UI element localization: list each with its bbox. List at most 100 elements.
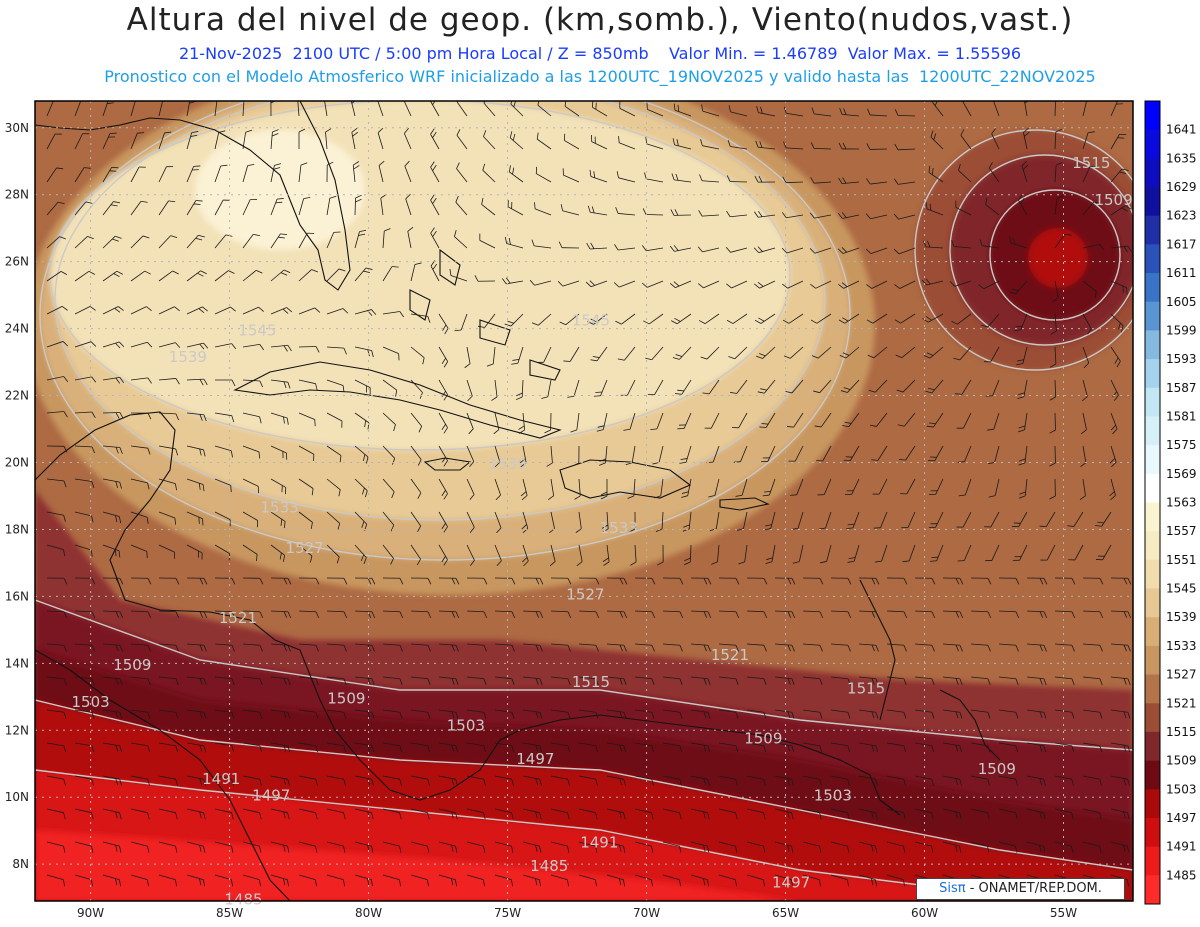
wind-barb: [1049, 346, 1057, 368]
map-title: Altura del nivel de geop. (km,somb.), Vi…: [126, 2, 1074, 38]
wind-barb: [781, 247, 804, 254]
wind-barb: [746, 643, 767, 652]
wind-barb: [645, 137, 664, 150]
contour-label: 1485: [224, 890, 262, 908]
wind-barb: [382, 544, 394, 565]
wind-barb: [354, 267, 373, 282]
wind-barb: [942, 742, 963, 753]
contour-label: 1521: [219, 609, 257, 627]
wind-barb: [270, 775, 290, 786]
wind-barb: [847, 544, 860, 563]
wind-barb: [382, 577, 404, 585]
wind-barb: [354, 346, 374, 358]
wind-barb: [102, 511, 122, 524]
wind-barb: [494, 841, 514, 853]
wind-barb: [410, 709, 431, 719]
color-bar-swatch: [1145, 330, 1160, 360]
wind-barb: [214, 511, 231, 527]
wind-barb: [382, 709, 403, 719]
wind-barb: [662, 808, 682, 820]
wind-barb: [578, 709, 599, 719]
wind-barb: [298, 874, 318, 887]
wind-barb: [984, 511, 1000, 528]
color-bar-swatch: [1145, 674, 1160, 704]
wind-barb: [158, 874, 178, 887]
wind-barb: [867, 108, 888, 117]
wind-barb: [702, 379, 720, 395]
wind-barb: [466, 643, 487, 652]
color-bar-swatch: [1145, 617, 1160, 647]
wind-barb: [410, 742, 431, 753]
color-bar-swatch: [1145, 359, 1160, 389]
wind-barb: [466, 610, 488, 619]
wind-barb: [817, 478, 832, 496]
wind-barb: [410, 610, 432, 619]
color-bar-label: 1527: [1166, 668, 1197, 682]
wind-barb: [846, 511, 860, 529]
wind-barb: [410, 841, 430, 853]
wind-barb: [1082, 742, 1103, 753]
wind-barb: [600, 479, 608, 500]
wind-barb: [728, 105, 748, 117]
color-bar-swatch: [1145, 215, 1160, 245]
wind-barb: [1054, 742, 1075, 753]
contour-label: 1491: [580, 833, 618, 851]
wind-barb: [536, 346, 552, 363]
wind-barb: [1082, 643, 1103, 652]
wind-barb: [466, 511, 475, 533]
wind-barb: [838, 313, 860, 324]
wind-barb: [130, 775, 150, 786]
wind-barb: [958, 478, 972, 497]
wind-barb: [464, 346, 471, 369]
lat-tick-label: 12N: [5, 723, 29, 737]
wind-barb: [726, 210, 748, 218]
wind-barb: [820, 544, 832, 564]
contour-label: 1515: [847, 679, 885, 697]
wind-barb: [298, 808, 318, 820]
color-bar-label: 1623: [1166, 209, 1197, 223]
wind-barb: [886, 676, 907, 686]
wind-barb: [130, 270, 151, 282]
contour-label: 1503: [814, 787, 852, 805]
wind-barb: [1095, 511, 1112, 527]
wind-barb: [481, 197, 496, 216]
wind-barb: [1026, 577, 1048, 585]
wind-barb: [46, 376, 69, 383]
wind-barb: [1018, 478, 1028, 499]
wind-barb: [186, 306, 208, 315]
wind-barb: [438, 841, 458, 853]
wind-barb: [158, 643, 179, 652]
wind-barb: [998, 775, 1018, 786]
lat-tick-label: 26N: [5, 255, 29, 269]
wind-barb: [438, 346, 449, 368]
wind-barb: [511, 346, 524, 365]
wind-barb: [130, 377, 152, 384]
wind-barb: [74, 610, 96, 619]
wind-barb: [942, 841, 962, 853]
wind-barb: [662, 709, 683, 719]
wind-barb: [970, 643, 991, 652]
wind-barb: [985, 197, 1000, 216]
wind-barb: [242, 164, 255, 183]
wind-barb: [1054, 643, 1075, 652]
color-bar: [1144, 100, 1161, 905]
wind-barb: [74, 445, 96, 454]
wind-barb: [1026, 808, 1046, 820]
wind-barb: [522, 874, 542, 887]
wind-barb: [242, 445, 261, 459]
wind-barb: [736, 511, 748, 531]
wind-barb: [837, 212, 860, 219]
wind-barb: [430, 194, 440, 216]
wind-barb: [746, 775, 766, 786]
wind-barb: [186, 200, 203, 216]
wind-barb: [838, 142, 860, 150]
wind-barb: [838, 177, 860, 185]
wind-barb: [102, 841, 122, 853]
wind-barb: [482, 163, 496, 183]
wind-barb: [326, 577, 348, 585]
wind-barb: [454, 230, 468, 249]
wind-barb: [894, 178, 916, 185]
wind-barb: [725, 247, 748, 253]
wind-barb: [1026, 676, 1047, 686]
wind-barb: [102, 742, 123, 753]
